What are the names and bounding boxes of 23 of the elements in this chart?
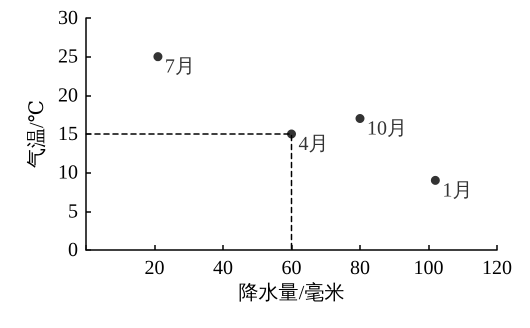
y-tick-label: 5 [68, 200, 78, 222]
y-axis-title: 气温/℃ [26, 100, 48, 168]
annotation: 4月 [298, 133, 328, 155]
annotation: 10月 [367, 118, 407, 140]
point [356, 114, 364, 124]
x-tick-label: 20 [144, 257, 164, 279]
y-tick-label: 20 [58, 84, 78, 106]
x-tick-label: 80 [350, 257, 370, 279]
y-tick-label: 10 [58, 162, 78, 184]
point [153, 52, 162, 62]
y-tick-label: 30 [58, 7, 78, 29]
x-tick-label: 100 [414, 257, 444, 279]
y-tick-label: 25 [58, 46, 78, 68]
y-tick-label: 0 [68, 239, 78, 261]
x-tick-label: 60 [282, 257, 302, 279]
x-tick-label: 40 [213, 257, 233, 279]
x-axis-title: 降水量/毫米 [238, 280, 344, 304]
annotation: 1月 [442, 179, 472, 202]
x-tick-label: 120 [482, 257, 512, 279]
point [430, 176, 440, 185]
annotation: 7月 [164, 56, 195, 78]
point [287, 130, 296, 138]
y-tick-label: 15 [58, 123, 78, 145]
